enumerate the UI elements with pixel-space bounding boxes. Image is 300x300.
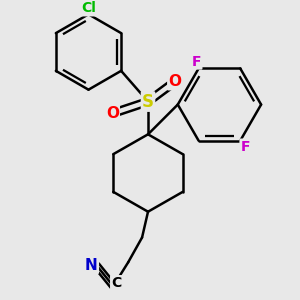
Text: N: N — [85, 258, 98, 273]
Text: O: O — [168, 74, 181, 89]
Text: S: S — [142, 93, 154, 111]
Text: O: O — [106, 106, 119, 121]
Text: C: C — [111, 276, 122, 290]
Text: F: F — [241, 140, 250, 154]
Text: Cl: Cl — [81, 1, 96, 15]
Text: F: F — [192, 55, 201, 68]
